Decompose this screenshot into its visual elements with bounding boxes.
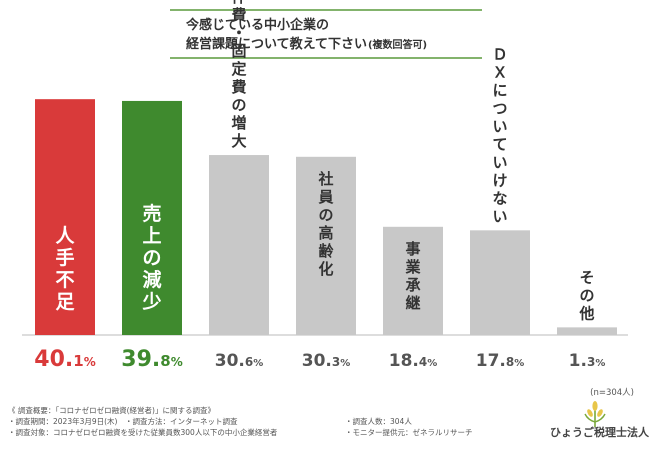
bar-5 bbox=[470, 230, 530, 335]
title-box: 今感じている中小企業の 経営課題について教えて下さい(複数回答可) bbox=[170, 9, 482, 59]
category-label-5: ＤＸについていけない bbox=[492, 45, 507, 225]
chart-title-line2-main: 経営課題について教えて下さい bbox=[186, 36, 367, 52]
footnotes-left: 《 調査概要：「コロナゼロゼロ融資(経営者)」に関する調査》 ・調査期間：202… bbox=[8, 405, 277, 438]
bar-3 bbox=[296, 156, 356, 335]
category-label-6: その他 bbox=[578, 268, 594, 322]
chart-title-line2: 経営課題について教えて下さい(複数回答可) bbox=[186, 36, 427, 52]
bar-2 bbox=[209, 155, 269, 335]
bar-1 bbox=[122, 100, 182, 335]
value-label-2: 30.6% bbox=[215, 351, 264, 371]
category-label-1: 売上の減少 bbox=[141, 202, 161, 313]
footnote-line: ・モニター提供元：ゼネラルリサーチ bbox=[345, 428, 473, 437]
category-label-3: 社員の高齢化 bbox=[317, 170, 334, 278]
chart-title-suffix: (複数回答可) bbox=[368, 38, 427, 51]
value-label-6: 1.3% bbox=[569, 351, 606, 371]
footnote-line: ・調査期間：2023年3月9日(木) ・調査方法：インターネット調査 bbox=[8, 417, 238, 426]
value-label-3: 30.3% bbox=[302, 351, 351, 371]
footnotes-right: ・調査人数：304人 ・モニター提供元：ゼネラルリサーチ bbox=[345, 416, 473, 438]
value-labels-group: 40.1% 39.8% 30.6% 30.3% 18.4% 17.8% 1.3% bbox=[34, 347, 605, 372]
chart-title-line1: 今感じている中小企業の bbox=[185, 17, 329, 33]
bar-6 bbox=[557, 327, 617, 335]
value-label-5: 17.8% bbox=[476, 351, 525, 371]
category-label-0: 人手不足 bbox=[55, 225, 75, 313]
wheat-sprout-icon bbox=[584, 401, 606, 427]
value-label-0: 40.1% bbox=[34, 347, 95, 372]
category-label-2: 人件費・固定費の増大 bbox=[231, 0, 247, 150]
bar-4 bbox=[383, 226, 443, 335]
sample-size: (n=304人) bbox=[590, 388, 634, 398]
bar-0 bbox=[35, 99, 95, 335]
logo-text: ひょうご税理士法人 bbox=[550, 426, 649, 439]
value-label-1: 39.8% bbox=[121, 347, 182, 372]
footnote-line: 《 調査概要：「コロナゼロゼロ融資(経営者)」に関する調査》 bbox=[8, 406, 215, 415]
bars-group bbox=[35, 99, 617, 335]
footnote-line: ・調査人数：304人 bbox=[345, 417, 412, 426]
value-label-4: 18.4% bbox=[389, 351, 438, 371]
footnote-line: ・調査対象：コロナゼロゼロ融資を受けた従業員数300人以下の中小企業経営者 bbox=[8, 428, 278, 437]
category-label-4: 事業承継 bbox=[404, 240, 421, 312]
logo: ひょうご税理士法人 bbox=[550, 400, 649, 446]
